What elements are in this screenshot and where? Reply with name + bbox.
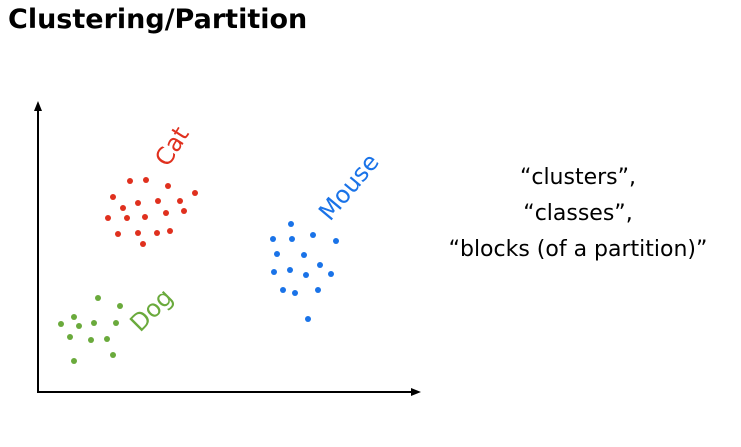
points-layer	[58, 177, 339, 364]
mouse-point	[280, 287, 286, 293]
cat-point	[163, 210, 169, 216]
dog-point	[113, 320, 119, 326]
mouse-point	[317, 262, 323, 268]
synonyms-text: “clusters”, “classes”, “blocks (of a par…	[418, 160, 738, 268]
cluster-dog	[58, 295, 123, 364]
dog-point	[76, 323, 82, 329]
cat-point	[142, 214, 148, 220]
dog-point	[58, 321, 64, 327]
cat-point	[177, 198, 183, 204]
cat-point	[135, 200, 141, 206]
mouse-point	[274, 251, 280, 257]
y-axis-arrowhead	[34, 101, 42, 111]
mouse-point	[303, 272, 309, 278]
mouse-point	[292, 290, 298, 296]
slide-title: Clustering/Partition	[8, 4, 308, 35]
cluster-label-dog: Dog	[124, 283, 178, 337]
cluster-labels: Cat Dog Mouse	[124, 122, 384, 338]
mouse-point	[288, 221, 294, 227]
synonym-blocks: “blocks (of a partition)”	[448, 237, 708, 262]
cat-point	[155, 198, 161, 204]
cat-point	[154, 230, 160, 236]
x-axis-arrowhead	[411, 388, 421, 396]
cat-point	[140, 241, 146, 247]
cat-point	[165, 183, 171, 189]
dog-point	[67, 334, 73, 340]
cat-point	[143, 177, 149, 183]
cat-point	[110, 194, 116, 200]
mouse-point	[333, 238, 339, 244]
mouse-point	[305, 316, 311, 322]
mouse-point	[289, 236, 295, 242]
dog-point	[71, 314, 77, 320]
cat-point	[135, 230, 141, 236]
cat-point	[192, 190, 198, 196]
cluster-label-cat: Cat	[149, 122, 194, 172]
cat-point	[181, 208, 187, 214]
cat-point	[115, 231, 121, 237]
mouse-point	[271, 269, 277, 275]
cluster-mouse	[270, 221, 339, 322]
mouse-point	[328, 271, 334, 277]
cat-point	[105, 215, 111, 221]
synonym-clusters: “clusters”,	[519, 165, 637, 190]
axes	[34, 101, 421, 396]
cluster-label-mouse: Mouse	[313, 148, 385, 226]
synonym-classes: “classes”,	[523, 201, 633, 226]
dog-point	[71, 358, 77, 364]
cat-point	[120, 205, 126, 211]
mouse-point	[287, 267, 293, 273]
cat-point	[167, 228, 173, 234]
dog-point	[117, 303, 123, 309]
dog-point	[110, 352, 116, 358]
cat-point	[124, 215, 130, 221]
dog-point	[104, 336, 110, 342]
mouse-point	[301, 252, 307, 258]
dog-point	[91, 320, 97, 326]
mouse-point	[315, 287, 321, 293]
cluster-cat	[105, 177, 198, 247]
cat-point	[127, 178, 133, 184]
dog-point	[88, 337, 94, 343]
mouse-point	[310, 232, 316, 238]
mouse-point	[270, 236, 276, 242]
dog-point	[95, 295, 101, 301]
